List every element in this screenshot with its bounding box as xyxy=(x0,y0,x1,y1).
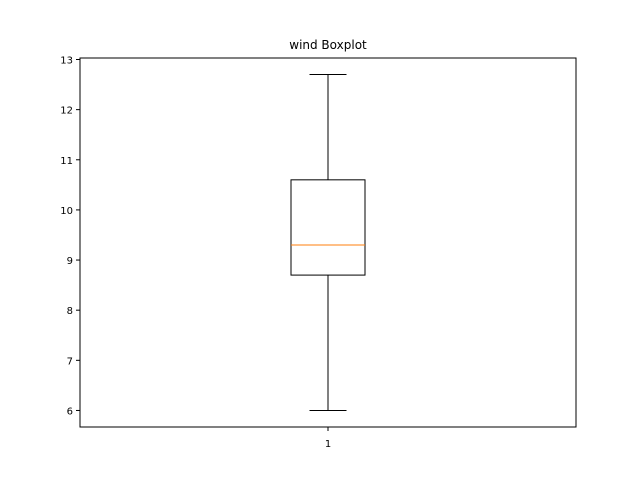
box-series xyxy=(290,74,366,411)
y-tick-label: 10 xyxy=(60,206,73,217)
y-tick-label: 13 xyxy=(60,56,73,67)
box xyxy=(290,179,366,276)
y-tick-label: 9 xyxy=(67,256,73,267)
y-tick-label: 6 xyxy=(67,406,73,417)
chart-title: wind Boxplot xyxy=(289,38,367,52)
y-tick-label: 8 xyxy=(67,306,73,317)
x-tick-label: 1 xyxy=(325,439,331,450)
y-tick-label: 7 xyxy=(67,356,73,367)
y-tick-label: 11 xyxy=(60,156,73,167)
y-axis: 6 7 8 9 10 11 12 13 xyxy=(60,56,80,417)
x-axis: 1 xyxy=(325,427,331,450)
y-tick-label: 12 xyxy=(60,106,73,117)
